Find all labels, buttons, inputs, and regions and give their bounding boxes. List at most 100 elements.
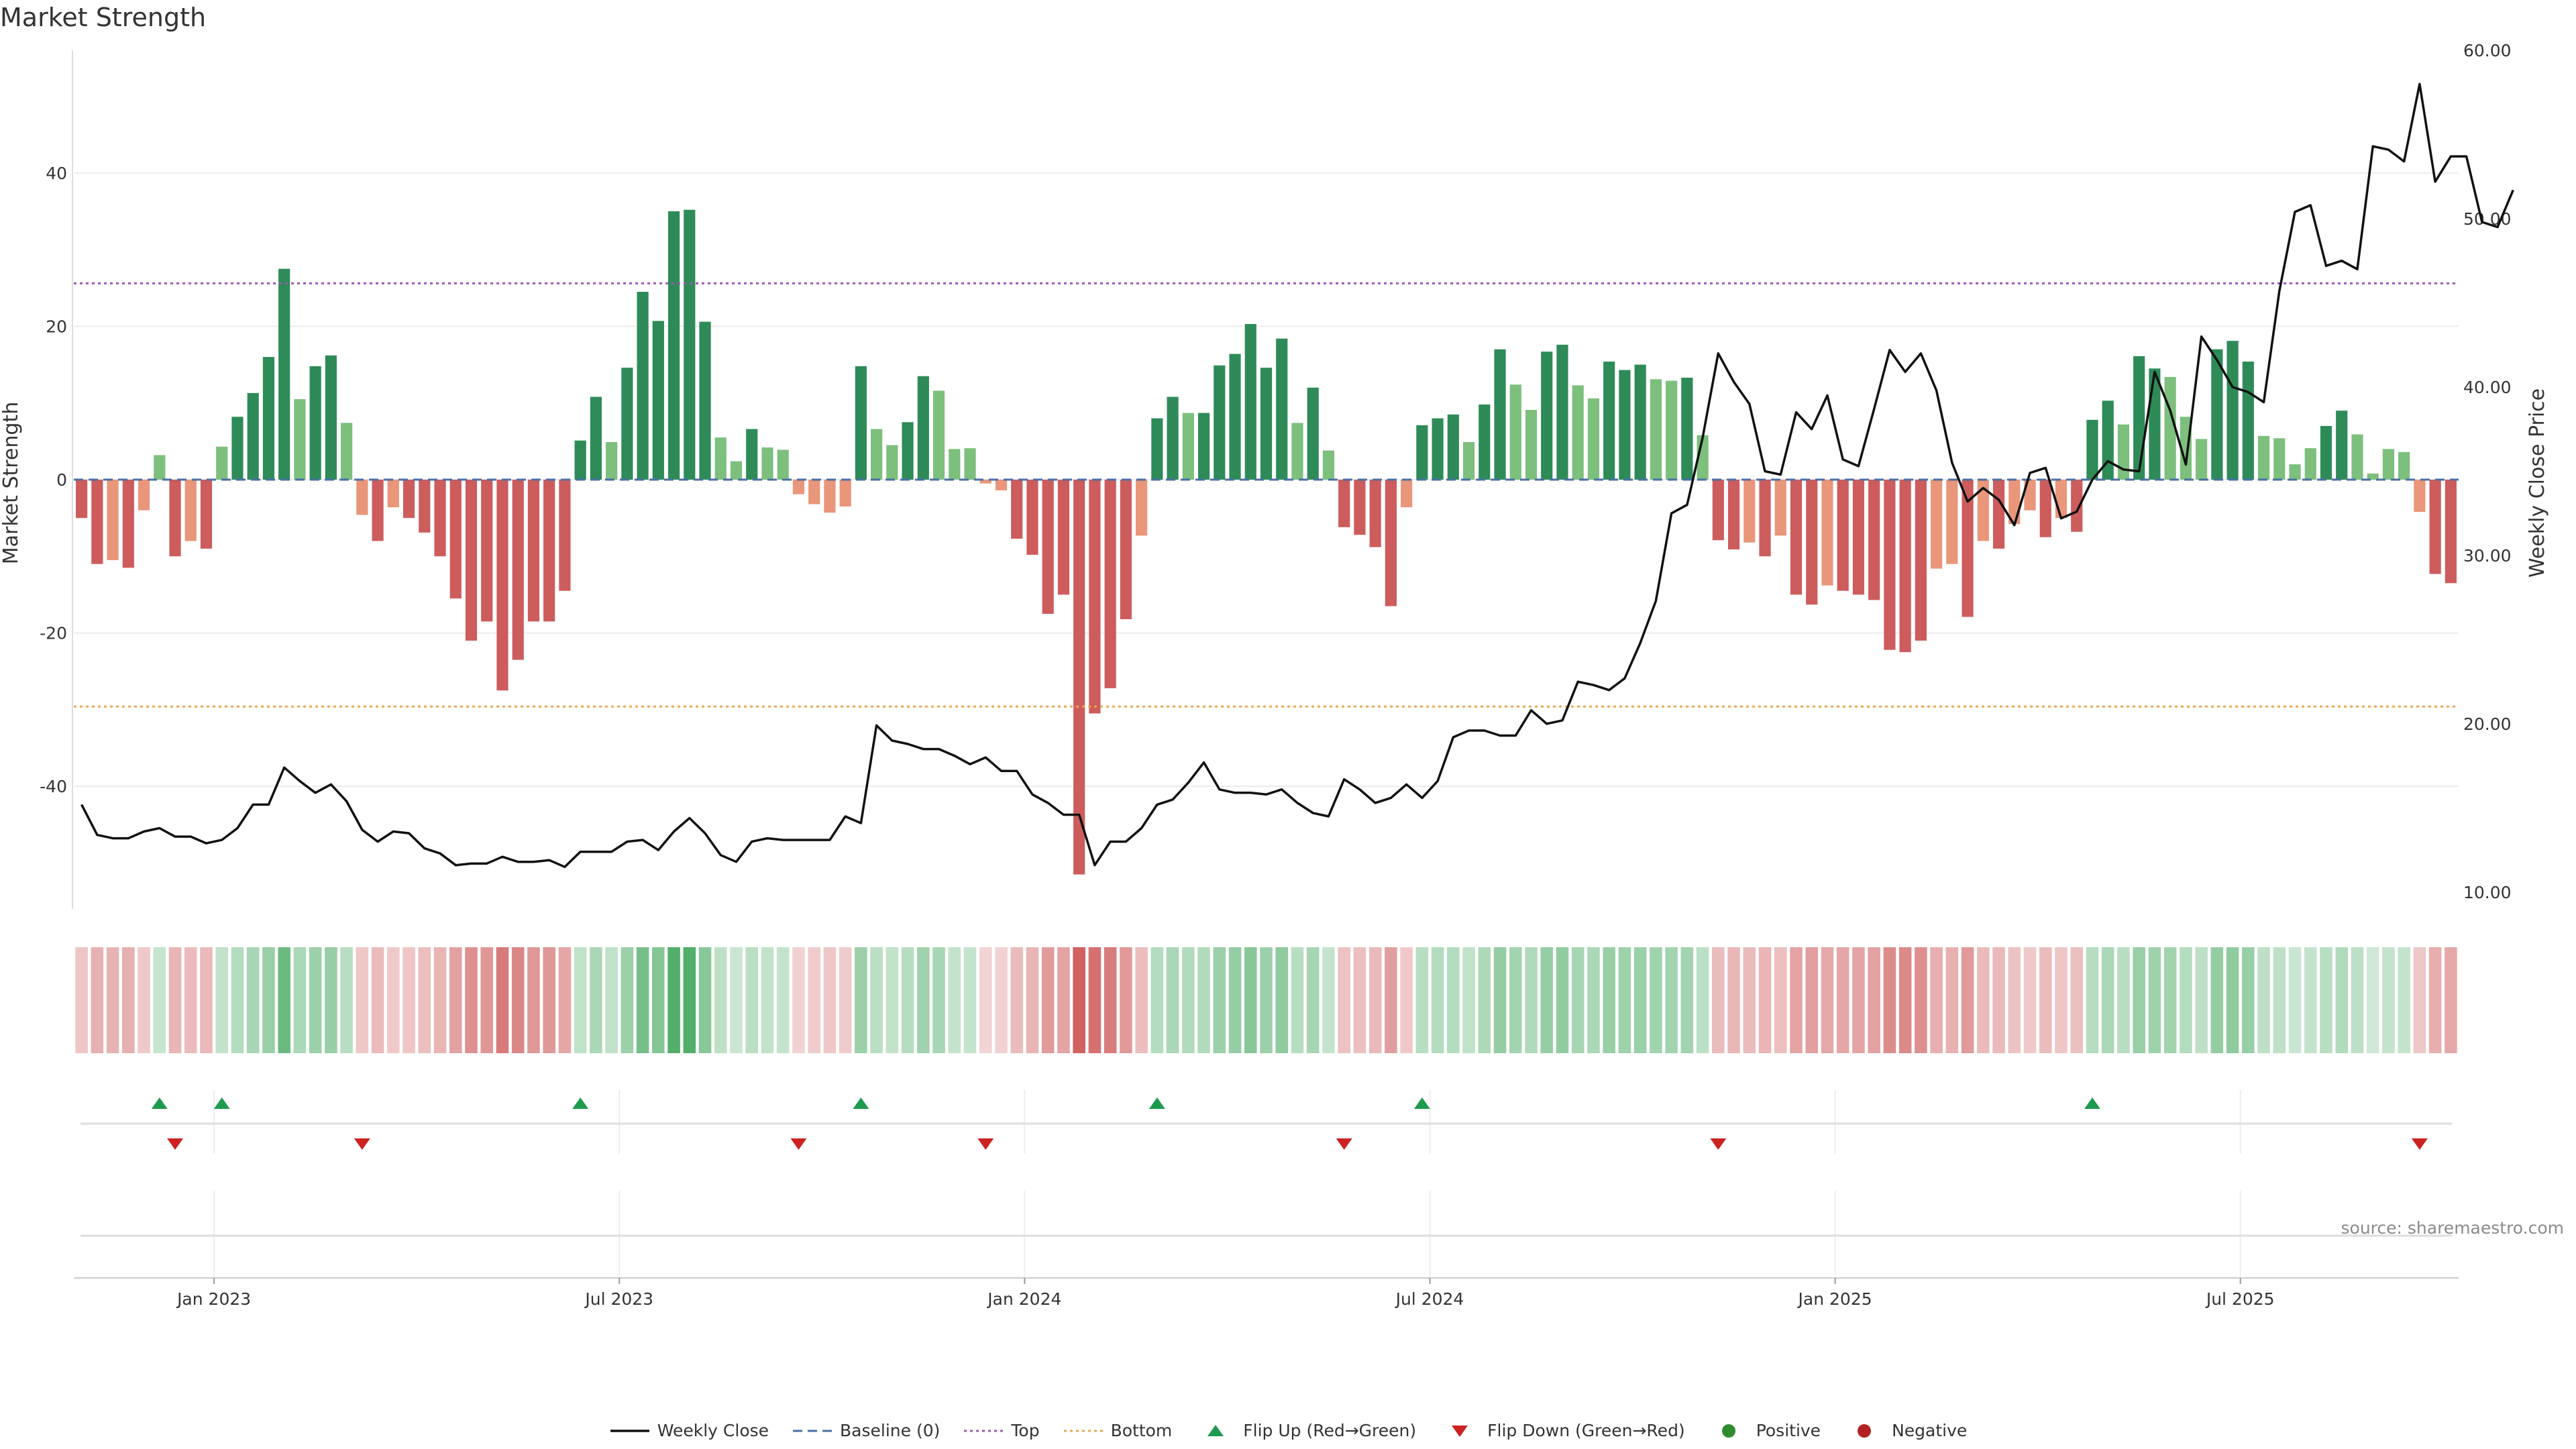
strength-bar (1541, 352, 1553, 480)
heat-cell (1260, 947, 1273, 1053)
heat-cell (1540, 947, 1554, 1053)
strength-bar (699, 321, 711, 480)
heat-cell (1182, 947, 1195, 1053)
heat-cell (356, 947, 369, 1053)
strength-bar (839, 480, 851, 506)
heat-cell (1915, 947, 1927, 1053)
flip-markers-panel (80, 1090, 2452, 1154)
strength-bar (1057, 480, 1070, 595)
flip-down-marker (2411, 1138, 2428, 1150)
heat-cell (979, 947, 992, 1053)
heat-cell (1945, 947, 1959, 1053)
strength-bar (216, 446, 228, 480)
heat-cell (1213, 947, 1226, 1053)
strength-bar (1774, 480, 1786, 536)
heat-cell (215, 947, 229, 1053)
heat-cell (808, 947, 820, 1053)
legend-item: Flip Up (Red→Green) (1195, 1421, 1416, 1440)
strength-bar (574, 440, 586, 480)
strength-bar (2414, 480, 2426, 512)
y2-axis-title: Weekly Close Price (2526, 388, 2549, 578)
circle-icon (1858, 1424, 1872, 1438)
heat-cell (2117, 947, 2130, 1053)
strength-bar (1852, 480, 1865, 595)
heat-cell (465, 947, 478, 1053)
strength-bar (2445, 480, 2457, 584)
heat-cell (636, 947, 649, 1053)
heat-cell (2055, 947, 2068, 1053)
strength-bar (1260, 368, 1273, 480)
heat-cell (2148, 947, 2161, 1053)
strength-bars (76, 209, 2457, 875)
heat-cell (2320, 947, 2332, 1053)
x-tick-label: Jul 2025 (2205, 1289, 2275, 1309)
heat-cell (75, 947, 88, 1053)
strength-bar (1509, 384, 1521, 480)
heat-cell (496, 947, 509, 1053)
heat-cell (2086, 947, 2099, 1053)
heat-cell (870, 947, 883, 1053)
heat-cell (1368, 947, 1382, 1053)
flip-down-marker (354, 1138, 370, 1150)
strength-bar (917, 376, 929, 480)
heat-cell (2335, 947, 2349, 1053)
legend-label: Baseline (0) (840, 1421, 941, 1440)
strength-bar (1089, 480, 1101, 714)
strength-bar (2242, 362, 2254, 480)
y-tick-label: -40 (40, 777, 67, 796)
strength-bar (231, 417, 244, 480)
heat-cell (1244, 947, 1257, 1053)
strength-bar (1167, 396, 1179, 480)
heat-cell (1338, 947, 1350, 1053)
strength-bar (184, 480, 197, 541)
flip-up-marker (572, 1097, 589, 1109)
legend-item: Baseline (0) (792, 1421, 940, 1440)
heat-cell (2101, 947, 2114, 1053)
y-tick-label: 40 (46, 164, 67, 183)
strength-bar (434, 480, 446, 557)
heat-cell (1898, 947, 1912, 1053)
strength-bar (154, 455, 166, 480)
strength-bar (559, 480, 571, 591)
heat-cell (1120, 947, 1132, 1053)
flip-down-marker (977, 1138, 994, 1150)
heat-cell (2304, 947, 2317, 1053)
strength-bar (590, 396, 602, 480)
legend-item: Bottom (1063, 1421, 1172, 1440)
heat-cell (278, 947, 290, 1053)
heat-cell (1805, 947, 1819, 1053)
strength-bar (247, 392, 259, 480)
strength-bar (2273, 438, 2286, 480)
heat-cell (574, 947, 587, 1053)
heat-cell (1353, 947, 1366, 1053)
strength-bar (1104, 480, 1116, 688)
heat-cell (122, 947, 135, 1053)
strength-bar (2304, 448, 2316, 480)
heat-cell (1057, 947, 1070, 1053)
flip-down-marker (1710, 1138, 1727, 1150)
y2-tick-label: 30.00 (2463, 546, 2512, 566)
heat-cell (1478, 947, 1491, 1053)
strength-bar (107, 480, 119, 560)
solid-line-icon (610, 1429, 649, 1432)
heat-cell (1790, 947, 1803, 1053)
flip-up-marker (151, 1097, 168, 1109)
strength-bar (309, 366, 321, 480)
strength-bar (979, 480, 991, 484)
strength-bar (2257, 435, 2270, 480)
heat-cell (948, 947, 961, 1053)
strength-bar (2039, 480, 2051, 537)
heat-cell (1509, 947, 1522, 1053)
heat-cell (340, 947, 353, 1053)
heat-cell (2195, 947, 2208, 1053)
legend-dot (1721, 1424, 1735, 1438)
heat-cell (652, 947, 665, 1053)
strength-bar (1634, 364, 1646, 480)
legend-label: Negative (1892, 1421, 1968, 1440)
strength-bar (2133, 356, 2145, 480)
strength-bar (2320, 426, 2332, 480)
heat-cell (1680, 947, 1694, 1053)
strength-bar (2102, 400, 2114, 480)
y2-tick-label: 20.00 (2463, 714, 2512, 734)
heat-cell (963, 947, 977, 1053)
